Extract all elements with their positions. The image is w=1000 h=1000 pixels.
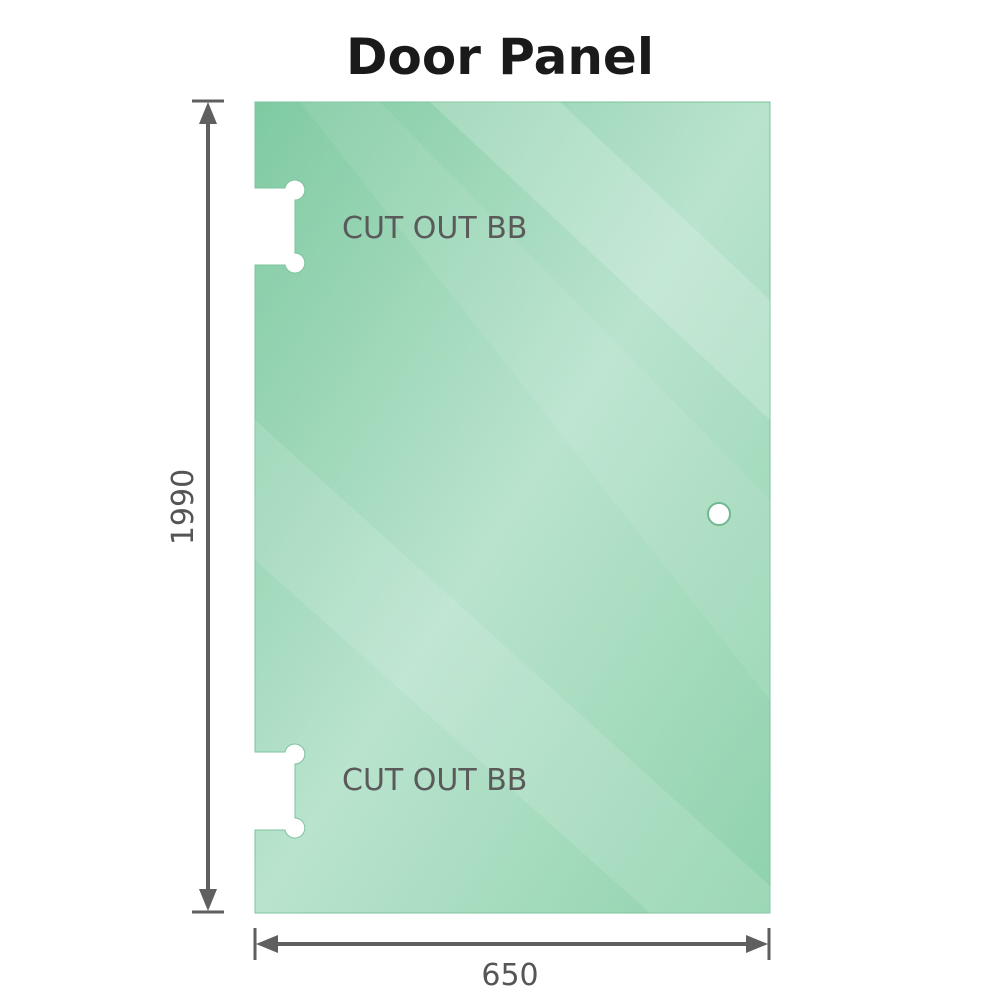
glass-panel [254,101,800,914]
handle-hole [707,502,731,526]
arrow-up-icon [199,102,217,124]
width-dimension-line [253,928,771,960]
glass-reflection [255,420,800,913]
height-dimension-line [192,99,224,914]
arrow-right-icon [746,935,768,953]
height-value: 1990 [166,469,201,545]
width-value: 650 [481,958,538,993]
cutout-label-top: CUT OUT BB [342,211,527,246]
arrow-down-icon [199,889,217,911]
glass-reflection [430,102,770,420]
arrow-left-icon [256,935,278,953]
diagram-title: Door Panel [346,28,654,86]
glass-reflection [300,102,770,700]
cutout-label-bottom: CUT OUT BB [342,763,527,798]
